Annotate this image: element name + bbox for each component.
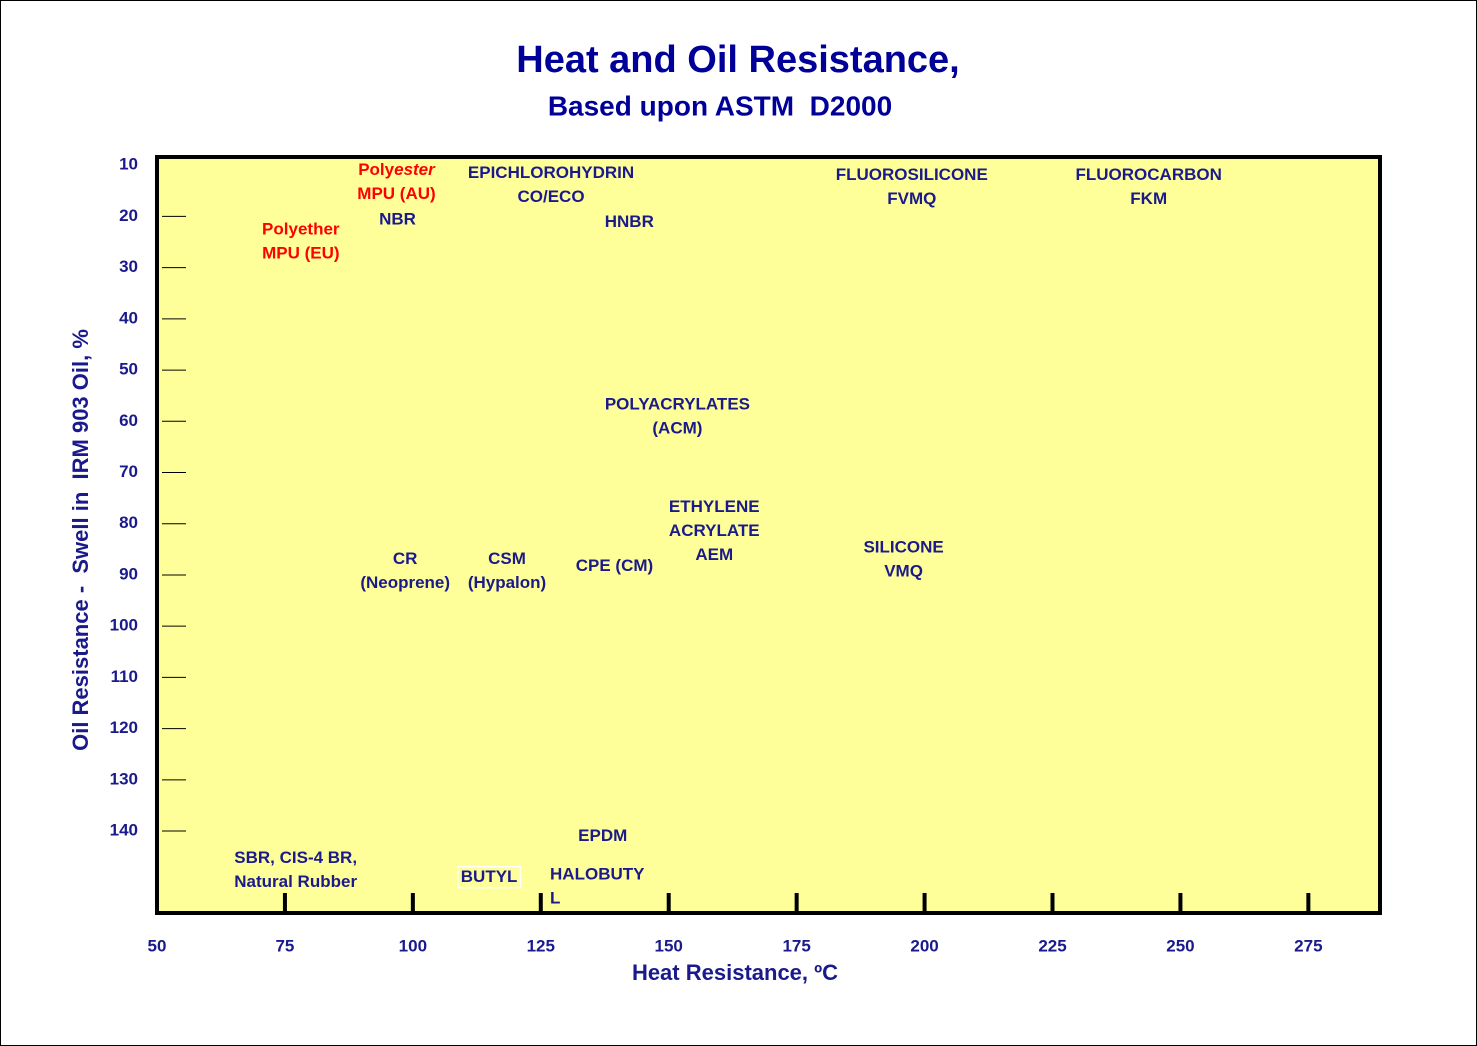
material-label: POLYACRYLATES (ACM) — [605, 395, 750, 438]
material-label: CPE (CM) — [576, 556, 653, 575]
material-label: HALOBUTY L — [550, 865, 645, 908]
x-tick-label: 125 — [527, 936, 555, 955]
y-tick-label: 70 — [119, 462, 138, 481]
material-text: Polyether — [262, 220, 340, 239]
material-label: ETHYLENE ACRYLATE AEM — [669, 497, 760, 564]
material-label: NBR — [379, 210, 416, 229]
x-tick-label: 175 — [782, 936, 810, 955]
material-text: SILICONE — [863, 538, 943, 557]
material-text: VMQ — [884, 562, 923, 581]
material-text: L — [550, 889, 560, 908]
material-text: MPU (AU) — [357, 185, 435, 204]
y-axis-label: Oil Resistance - Swell in IRM 903 Oil, % — [68, 329, 93, 751]
material-text: Natural Rubber — [234, 872, 357, 891]
y-tick-label: 80 — [119, 513, 138, 532]
material-text: ester — [394, 161, 436, 180]
material-label: CR (Neoprene) — [360, 549, 450, 592]
material-text: FVMQ — [887, 190, 936, 209]
material-text: HNBR — [605, 213, 654, 232]
material-label: BUTYL — [461, 868, 518, 887]
material-label: EPDM — [578, 827, 627, 846]
x-tick-label: 225 — [1038, 936, 1066, 955]
material-label: Polyester MPU (AU) — [357, 161, 436, 204]
x-tick-label: 75 — [275, 936, 294, 955]
x-tick-label: 275 — [1294, 936, 1322, 955]
material-text: ETHYLENE — [669, 497, 760, 516]
x-tick-label: 100 — [399, 936, 427, 955]
material-text: FLUOROSILICONE — [836, 166, 988, 185]
x-tick-label: 150 — [655, 936, 683, 955]
material-label: SBR, CIS-4 BR, Natural Rubber — [234, 848, 357, 891]
material-text: BUTYL — [461, 868, 518, 887]
material-text: FLUOROCARBON — [1076, 166, 1222, 185]
material-text: CSM — [488, 549, 526, 568]
x-tick-label: 50 — [148, 936, 167, 955]
material-label: EPICHLOROHYDRIN CO/ECO — [468, 164, 634, 207]
material-label: HNBR — [605, 213, 654, 232]
material-label: FLUOROCARBON FKM — [1076, 166, 1222, 209]
y-tick-label: 90 — [119, 564, 138, 583]
material-text: (ACM) — [652, 419, 702, 438]
chart-title: Heat and Oil Resistance, — [516, 39, 960, 81]
plot-area — [155, 155, 1382, 915]
material-text: SBR, CIS-4 BR, — [234, 848, 357, 867]
material-label: SILICONE VMQ — [863, 538, 943, 581]
material-label: CSM (Hypalon) — [468, 549, 546, 592]
y-tick-label: 130 — [110, 769, 138, 788]
material-text: HALOBUTY — [550, 865, 645, 884]
y-tick-label: 30 — [119, 257, 138, 276]
material-text: CO/ECO — [517, 188, 584, 207]
material-label: Polyether MPU (EU) — [262, 220, 340, 263]
y-tick-label: 60 — [119, 411, 138, 430]
x-tick-label: 250 — [1166, 936, 1194, 955]
y-tick-label: 50 — [119, 360, 138, 379]
material-text: Poly — [358, 161, 394, 180]
y-tick-label: 10 — [119, 155, 138, 174]
y-tick-label: 120 — [110, 718, 138, 737]
material-text: ACRYLATE — [669, 521, 760, 540]
label-box — [457, 865, 522, 889]
y-tick-label: 40 — [119, 308, 138, 327]
material-text: EPDM — [578, 827, 627, 846]
x-tick-label: 200 — [910, 936, 938, 955]
y-tick-label: 20 — [119, 206, 138, 225]
x-axis-label: Heat Resistance, ºC — [632, 960, 838, 985]
material-text: (Neoprene) — [360, 573, 450, 592]
y-tick-label: 110 — [111, 667, 138, 686]
material-text: CPE (CM) — [576, 556, 653, 575]
chart-subtitle: Based upon ASTM D2000 — [548, 90, 892, 121]
material-text: MPU (EU) — [262, 244, 339, 263]
material-text: EPICHLOROHYDRIN — [468, 164, 634, 183]
material-text: (Hypalon) — [468, 573, 546, 592]
material-text: CR — [393, 549, 418, 568]
y-tick-label: 140 — [110, 821, 138, 840]
y-tick-label: 100 — [110, 616, 138, 635]
material-label: FLUOROSILICONE FVMQ — [836, 166, 988, 209]
material-text: NBR — [379, 210, 416, 229]
material-text: FKM — [1130, 190, 1167, 209]
material-text: AEM — [695, 545, 733, 564]
material-text: POLYACRYLATES — [605, 395, 750, 414]
